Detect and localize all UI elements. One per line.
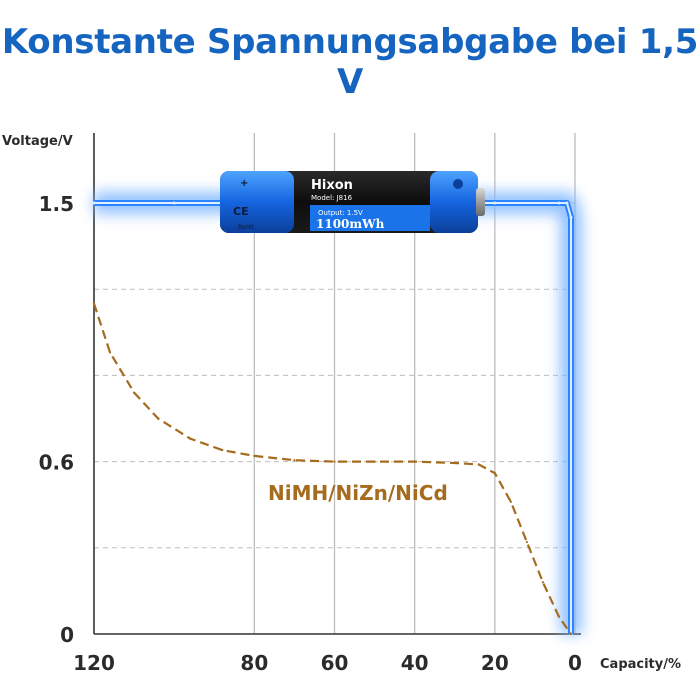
battery-capacity: 1100mWh [316,217,385,231]
series-nimh-point [373,460,376,463]
battery-model: Model: J816 [311,194,353,202]
series-nimh-point [525,540,529,544]
series-nimh-point [333,460,336,463]
series-nimh-point [157,417,160,420]
x-tick-label: 80 [240,651,268,675]
series-constant-core [94,202,572,634]
series-constant-point [565,201,569,205]
series-nimh-line [92,303,572,635]
axes [93,133,581,635]
y-tick-label: 1.5 [39,192,74,216]
series-nimh-point [509,500,512,503]
series-constant-point [493,201,497,205]
series-constant-point [92,201,96,205]
y-tick-label: 0.6 [39,451,74,475]
series-label-nimh: NiMH/NiZn/NiCd [268,481,448,505]
series-nimh-point [541,581,545,584]
battery-ce-mark: CE [233,205,249,218]
battery-output: Output: 1.5V [318,209,363,217]
battery-blue-band [220,171,294,233]
page-title: Konstante Spannungsabgabe bei 1,5 V [1,22,699,102]
battery-capacity-box [310,205,430,231]
battery-cap [476,188,485,216]
series-nimh-point [453,461,456,465]
x-tick-label: 60 [321,651,349,675]
x-tick-label: 20 [481,651,509,675]
series-nimh-point [108,351,112,354]
series-layer [92,192,582,636]
series-constant-point [557,201,561,205]
battery-plus: + [240,178,248,189]
battery-image: CE RoHS + Hixon Model: J816 Output: 1.5V… [220,171,485,233]
series-nimh-point [477,463,480,466]
series-nimh-point [569,632,573,636]
series-nimh-point [189,437,192,440]
y-tick-label: 0 [60,623,74,647]
battery-brand: Hixon [311,178,353,193]
labels-layer: 120 80 60 40 20 0 0 0.6 1.5 Voltage/V Capacity/% Ni… [2,134,681,675]
series-nimh-point [92,302,96,305]
x-tick-label: 0 [568,651,582,675]
series-constant-glow [94,192,582,634]
y-axis-label: Voltage/V [2,134,73,149]
series-constant-point [569,215,573,219]
battery-minus-dot [453,179,463,189]
battery-blue-tail [430,171,478,233]
series-constant-point [172,201,176,205]
series-nimh-point [221,449,224,452]
x-axis-label: Capacity/% [600,657,681,672]
battery-rohs: RoHS [238,224,254,231]
series-constant-line [94,200,574,634]
series-nimh-point [493,471,496,475]
series-nimh-point [293,459,296,462]
series-nimh-point [132,391,136,394]
series-nimh-point [253,454,256,457]
x-tick-label: 40 [401,651,429,675]
series-nimh-point [413,460,416,463]
series-nimh-point [557,615,561,618]
x-tick-label: 120 [73,651,115,675]
